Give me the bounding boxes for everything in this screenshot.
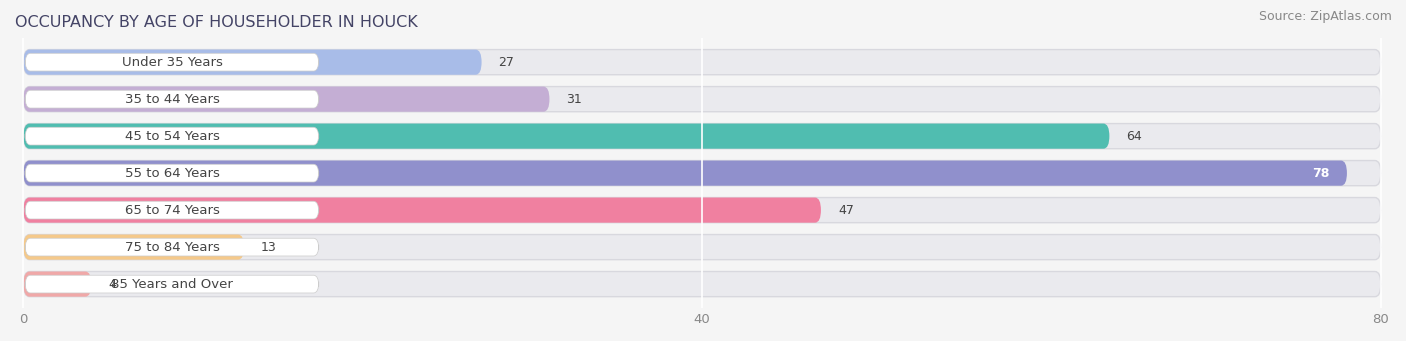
Text: 78: 78 [1313,167,1330,180]
FancyBboxPatch shape [24,161,1381,186]
FancyBboxPatch shape [24,123,1381,149]
FancyBboxPatch shape [25,201,319,219]
Text: Under 35 Years: Under 35 Years [121,56,222,69]
Text: 85 Years and Over: 85 Years and Over [111,278,233,291]
Text: 27: 27 [499,56,515,69]
Text: 45 to 54 Years: 45 to 54 Years [125,130,219,143]
FancyBboxPatch shape [24,235,245,260]
Text: OCCUPANCY BY AGE OF HOUSEHOLDER IN HOUCK: OCCUPANCY BY AGE OF HOUSEHOLDER IN HOUCK [15,15,418,30]
Text: 4: 4 [108,278,117,291]
FancyBboxPatch shape [24,123,1109,149]
FancyBboxPatch shape [24,87,550,112]
FancyBboxPatch shape [24,197,1381,223]
Text: 35 to 44 Years: 35 to 44 Years [125,93,219,106]
Text: 75 to 84 Years: 75 to 84 Years [125,241,219,254]
Text: 55 to 64 Years: 55 to 64 Years [125,167,219,180]
Text: 65 to 74 Years: 65 to 74 Years [125,204,219,217]
FancyBboxPatch shape [25,53,319,71]
FancyBboxPatch shape [24,161,1347,186]
FancyBboxPatch shape [24,235,1381,260]
FancyBboxPatch shape [25,90,319,108]
Text: 47: 47 [838,204,853,217]
FancyBboxPatch shape [24,87,1381,112]
FancyBboxPatch shape [24,271,91,297]
FancyBboxPatch shape [25,275,319,293]
FancyBboxPatch shape [24,271,1381,297]
Text: Source: ZipAtlas.com: Source: ZipAtlas.com [1258,10,1392,23]
FancyBboxPatch shape [25,238,319,256]
FancyBboxPatch shape [25,127,319,145]
FancyBboxPatch shape [24,197,821,223]
FancyBboxPatch shape [24,49,482,75]
Text: 64: 64 [1126,130,1142,143]
Text: 31: 31 [567,93,582,106]
FancyBboxPatch shape [25,164,319,182]
FancyBboxPatch shape [24,49,1381,75]
Text: 13: 13 [262,241,277,254]
